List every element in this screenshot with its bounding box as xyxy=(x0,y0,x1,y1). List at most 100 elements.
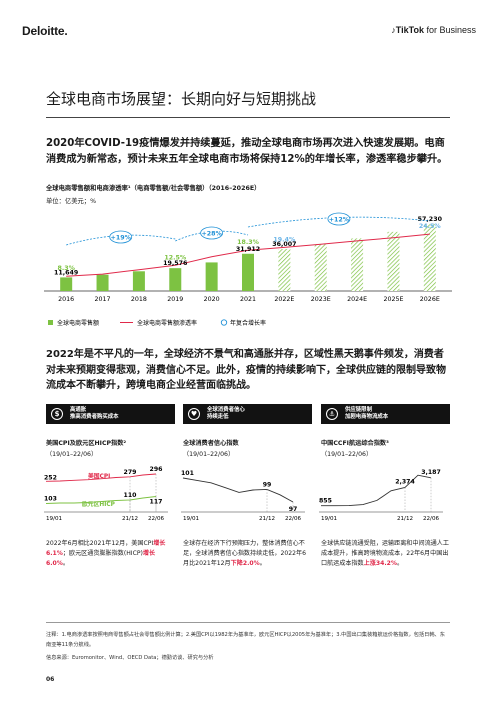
x-tick-label: 2025E xyxy=(383,296,403,303)
legend-bar-text: 全球电商零售额 xyxy=(57,319,99,327)
ccfi-chart-title: 中国CCFI航运综合指数³ xyxy=(321,440,389,447)
series-line xyxy=(45,473,157,482)
ccfi-line-chart: 19/01 21/12 22/06 855 2,374 3,187 xyxy=(319,469,443,522)
heart-icon: ♥ xyxy=(188,408,200,420)
x-tick-label: 2017 xyxy=(95,296,111,303)
cagr-label: +12% xyxy=(329,216,350,223)
confidence-chart-subtitle: （19/01–22/06） xyxy=(183,451,235,458)
series-line xyxy=(182,477,294,503)
main-chart-unit: 单位：亿美元；% xyxy=(46,198,97,205)
cagr-bubble xyxy=(109,230,133,244)
bar-2026E xyxy=(423,224,436,291)
deloitte-logo: Deloitte. xyxy=(22,24,68,38)
x-tick-label: 2022E xyxy=(274,296,294,303)
dollar-icon: $ xyxy=(51,408,63,420)
value-label: 855 xyxy=(319,498,332,505)
legend-cagr-swatch xyxy=(220,319,228,326)
cpi-chart-subtitle: （19/01–22/06） xyxy=(46,451,98,458)
x-tick-label: 2020 xyxy=(204,296,220,303)
anchor-icon: ⚓ xyxy=(326,408,338,420)
cagr-label: +28% xyxy=(201,230,222,237)
bar-2016 xyxy=(60,277,73,291)
value-label: 3,187 xyxy=(421,469,441,476)
x-tick-label: 2023E xyxy=(311,296,331,303)
series-line xyxy=(321,474,432,507)
x-tick-label: 2018 xyxy=(131,296,147,303)
intro-paragraph: 2020年COVID-19疫情爆发并持续蔓延，推动全球电商市场再次进入快速发展期… xyxy=(46,138,448,165)
legend-bar-swatch xyxy=(48,320,53,325)
penetration-line xyxy=(66,233,430,277)
value-label: 101 xyxy=(181,470,194,477)
panel-inflation-header: $ 高通胀 推高消费者购买成本 xyxy=(46,404,175,424)
bar-2021 xyxy=(242,253,254,291)
legend-cagr-text: 年复合增长率 xyxy=(230,319,266,327)
legend-line-text: 全球电商零售额渗透率 xyxy=(137,319,197,327)
cagr-arrow xyxy=(175,230,249,242)
bar-value-label: 36,007 xyxy=(272,241,296,248)
page-title: 全球电商市场展望：长期向好与短期挑战 xyxy=(46,90,317,108)
footnote-divider xyxy=(46,622,450,623)
cpi-hicp-line-chart: 19/01 21/12 22/06 252 279 296 美国CPI 103 110 117 欧元… xyxy=(44,466,168,522)
penetration-label: 8.3% xyxy=(57,265,75,272)
bar-value-label: 57,230 xyxy=(418,216,443,223)
bar-2017 xyxy=(96,274,109,291)
tiktok-note-icon: ♪ xyxy=(391,25,396,35)
x-tick-label: 21/12 xyxy=(259,516,275,522)
x-tick-label: 21/12 xyxy=(122,516,138,522)
penetration-label: 19.4% xyxy=(273,236,296,243)
cagr-bubble xyxy=(327,212,351,226)
x-tick-label: 22/06 xyxy=(285,516,302,522)
main-chart-title: 全球电商零售额和电商渗透率¹（电商零售额/社会零售额）（2016–2026E） xyxy=(46,185,261,192)
bar-2024E xyxy=(351,238,364,291)
penetration-label: 24.5% xyxy=(419,223,442,230)
bar-2018 xyxy=(132,271,145,291)
tiktok-for-business-logo: ♪TikTok for Business xyxy=(391,25,476,35)
x-tick-label: 22/06 xyxy=(148,516,165,522)
panel-supply-note: 全球供应链流通受阻，运输距离和中间流通人工成本提升，推高跨境物流成本，22年6月… xyxy=(321,540,449,567)
series-name-label: 欧元区HICP xyxy=(82,500,116,508)
value-label: 97 xyxy=(289,506,298,513)
value-label: 252 xyxy=(44,474,57,481)
cagr-arrow xyxy=(66,234,176,246)
x-tick-label: 21/12 xyxy=(397,516,413,522)
bar-2020 xyxy=(205,262,218,291)
penetration-label: 18.3% xyxy=(237,239,260,246)
value-label: 99 xyxy=(263,481,272,488)
value-label: 296 xyxy=(150,466,163,473)
confidence-chart-title: 全球消费者信心指数 xyxy=(183,440,239,447)
cagr-bubble xyxy=(200,226,224,240)
panel-confidence-header: ♥ 全球消费者信心 持续走低 xyxy=(183,404,312,424)
title-divider xyxy=(46,117,450,118)
bar-value-label: 11,649 xyxy=(54,269,78,276)
cagr-label: +19% xyxy=(111,234,132,241)
bar-2019 xyxy=(169,268,182,291)
panel-inflation-note: 2022年6月相比2021年12月，美国CPI增长6.1%；欧元区通货膨胀指数(… xyxy=(46,540,166,567)
x-tick-label: 22/06 xyxy=(423,516,440,522)
main-bar-line-chart: 2016 2017 2018 2019 2020 2021 2022E 2023E 2024E 2… xyxy=(44,212,452,327)
value-label: 103 xyxy=(44,496,57,503)
penetration-label: 12.5% xyxy=(164,254,187,261)
series-name-label: 美国CPI xyxy=(88,472,110,480)
consumer-confidence-line-chart: 19/01 21/12 22/06 101 99 97 xyxy=(181,470,305,522)
value-label: 279 xyxy=(124,469,137,476)
x-tick-label: 19/01 xyxy=(321,516,338,522)
bar-value-label: 31,912 xyxy=(236,246,260,253)
value-label: 110 xyxy=(124,492,138,499)
panel-supply-header: ⚓ 供应链限制 加剧电商物流成本 xyxy=(321,404,450,424)
x-tick-label: 19/01 xyxy=(46,516,63,522)
x-tick-label: 2016 xyxy=(58,296,74,303)
panel-confidence-note: 全球存在经济下行预期压力，整体消费信心不足，全球消费者信心指数持续走低，2022… xyxy=(183,540,306,567)
bar-2022E xyxy=(278,248,291,291)
value-label: 117 xyxy=(150,499,163,506)
ccfi-chart-subtitle: （19/01–22/06） xyxy=(321,451,373,458)
bar-value-label: 19,576 xyxy=(163,260,188,267)
series-line xyxy=(45,496,157,504)
x-tick-label: 19/01 xyxy=(183,516,200,522)
x-tick-label: 2019 xyxy=(167,296,183,303)
footnote-sources: 信息来源：Euromonitor、Wind、OECD Data；德勤访谈、研究与… xyxy=(46,655,214,661)
bar-2025E xyxy=(387,231,400,291)
footnote-notes: 注释：1.电商渗透率按照电商零售额占社会零售额比例计算；2.美国CPI以1982… xyxy=(46,632,445,648)
page-number: 06 xyxy=(46,676,55,683)
challenge-paragraph: 2022年是不平凡的一年，全球经济不景气和高通胀并存，区域性黑天鹅事件频发，消费… xyxy=(46,349,446,391)
bar-2023E xyxy=(314,243,327,291)
